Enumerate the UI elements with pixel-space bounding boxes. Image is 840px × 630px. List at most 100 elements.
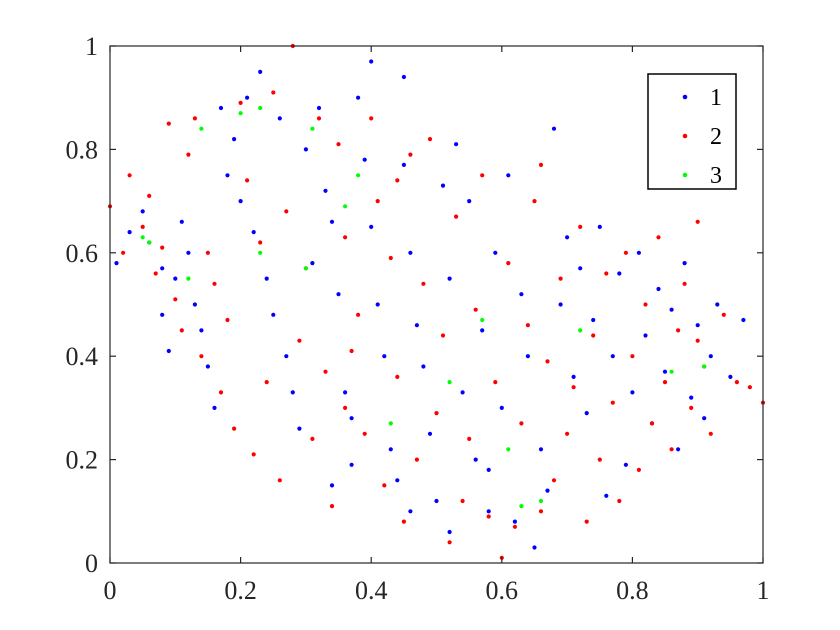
point-series-1-33 [343, 390, 348, 395]
point-series-1-6 [166, 348, 171, 354]
point-series-2-68 [565, 431, 570, 436]
point-series-2-97 [695, 219, 700, 224]
point-series-2-67 [558, 276, 563, 281]
x-tick-label: 0 [104, 576, 117, 605]
point-series-2-93 [747, 385, 753, 390]
point-series-1-19 [251, 230, 256, 235]
point-series-1-70 [565, 235, 570, 240]
point-series-1-63 [519, 292, 524, 297]
point-series-2-42 [395, 374, 400, 379]
point-series-2-71 [584, 519, 589, 524]
point-series-2-7 [166, 121, 171, 126]
point-series-3-19 [702, 364, 707, 369]
point-series-2-5 [153, 271, 158, 276]
point-series-1-21 [264, 276, 269, 281]
point-series-2-46 [421, 281, 426, 286]
point-series-2-76 [617, 498, 622, 504]
point-series-1-48 [421, 364, 426, 369]
point-series-1-0 [114, 261, 119, 266]
point-series-1-76 [604, 493, 609, 498]
point-series-1-73 [584, 411, 589, 416]
point-series-1-35 [349, 462, 354, 467]
point-series-3-18 [669, 369, 674, 374]
point-series-1-49 [427, 431, 433, 436]
point-series-1-80 [630, 390, 635, 395]
point-series-1-95 [741, 317, 746, 323]
legend-label-1: 1 [710, 85, 722, 111]
point-series-2-18 [238, 100, 243, 105]
legend-marker-3 [682, 172, 688, 178]
point-series-1-61 [506, 173, 511, 178]
point-series-1-38 [369, 59, 374, 64]
point-series-1-50 [434, 498, 439, 504]
point-series-1-7 [173, 276, 178, 281]
point-series-2-61 [519, 421, 524, 426]
legend-marker-2 [682, 133, 688, 139]
point-series-1-81 [636, 250, 642, 255]
point-series-2-36 [356, 312, 361, 317]
point-series-1-4 [160, 266, 165, 271]
point-series-3-8 [310, 126, 315, 131]
point-series-2-52 [460, 498, 465, 504]
point-series-2-55 [480, 173, 485, 178]
point-series-2-32 [329, 504, 335, 509]
y-tick-label: 0.6 [66, 239, 99, 268]
point-series-2-47 [427, 137, 433, 142]
series-3 [140, 105, 707, 509]
point-series-2-10 [186, 152, 191, 157]
point-series-2-13 [205, 250, 210, 255]
points-layer [107, 43, 766, 560]
point-series-2-41 [388, 255, 393, 261]
point-series-1-11 [199, 328, 204, 333]
point-series-1-47 [414, 323, 419, 328]
point-series-1-62 [512, 519, 518, 524]
point-series-2-92 [734, 380, 740, 385]
point-series-2-69 [571, 385, 576, 390]
point-series-1-57 [480, 328, 485, 333]
point-series-3-0 [140, 235, 145, 240]
point-series-3-5 [258, 105, 263, 111]
point-series-3-10 [356, 173, 361, 178]
point-series-1-67 [545, 488, 550, 493]
point-series-2-12 [199, 354, 204, 359]
point-series-1-56 [473, 457, 478, 462]
point-series-1-59 [493, 250, 498, 255]
point-series-1-69 [558, 302, 563, 307]
point-series-2-66 [551, 478, 557, 483]
point-series-1-88 [682, 261, 687, 266]
point-series-1-71 [571, 374, 576, 379]
point-series-1-79 [623, 462, 629, 467]
point-series-1-15 [225, 173, 230, 178]
series-2 [107, 43, 766, 560]
point-series-2-37 [362, 431, 367, 436]
point-series-3-11 [388, 421, 393, 426]
point-series-2-1 [121, 250, 126, 255]
point-series-2-81 [649, 421, 655, 426]
point-series-2-98 [395, 178, 400, 183]
y-tick-label: 0.8 [66, 135, 99, 164]
x-tick-label: 1 [757, 576, 770, 605]
y-tick-label: 0.2 [66, 446, 99, 475]
point-series-1-86 [669, 307, 674, 312]
point-series-2-21 [258, 240, 263, 245]
point-series-1-44 [401, 162, 406, 167]
point-series-2-22 [264, 380, 269, 385]
point-series-1-96 [408, 509, 413, 514]
point-series-2-62 [525, 323, 531, 328]
point-series-2-83 [662, 380, 668, 385]
point-series-2-60 [512, 524, 518, 529]
point-series-2-43 [401, 519, 406, 524]
point-series-1-30 [323, 188, 328, 193]
point-series-2-24 [277, 478, 282, 483]
point-series-2-75 [610, 400, 615, 405]
point-series-2-85 [676, 328, 681, 333]
point-series-2-25 [284, 209, 289, 214]
point-series-3-3 [199, 126, 204, 131]
point-series-1-32 [336, 292, 341, 297]
point-series-2-73 [597, 457, 602, 462]
point-series-2-30 [316, 116, 322, 121]
point-series-1-31 [329, 219, 335, 224]
point-series-2-54 [473, 307, 478, 312]
x-tick-label: 0.2 [224, 576, 257, 605]
point-series-2-2 [127, 173, 132, 178]
